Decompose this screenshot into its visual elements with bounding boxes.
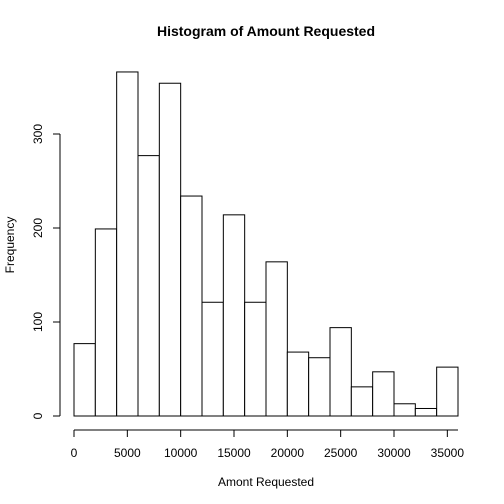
y-axis-label: Frequency — [3, 217, 17, 274]
y-axis: 0 100 200 300 — [31, 124, 61, 419]
histogram-bar — [137, 155, 160, 417]
histogram-bar — [372, 371, 395, 417]
histogram-bar — [329, 327, 352, 417]
y-tick-label: 0 — [31, 412, 45, 419]
x-tick-label: 5000 — [114, 446, 141, 460]
histogram-bar — [286, 351, 310, 417]
histogram-bar — [265, 261, 288, 417]
histogram-bar — [436, 366, 459, 417]
histogram-bar — [222, 214, 246, 417]
x-tick-label: 0 — [71, 446, 78, 460]
histogram-bar — [244, 301, 267, 417]
chart-title: Histogram of Amount Requested — [157, 23, 375, 39]
x-tick-label: 30000 — [377, 446, 411, 460]
histogram-bar — [73, 343, 96, 417]
histogram-bar — [350, 386, 374, 417]
histogram-bar — [180, 195, 203, 417]
x-tick-label: 20000 — [271, 446, 305, 460]
bars-group — [73, 71, 459, 417]
x-tick-label: 10000 — [164, 446, 198, 460]
histogram-bar — [308, 357, 331, 417]
x-tick-label: 25000 — [324, 446, 358, 460]
histogram-bar — [116, 71, 139, 417]
y-tick-label: 200 — [31, 218, 45, 238]
histogram-bar — [158, 82, 182, 417]
histogram-bar — [94, 228, 118, 417]
x-axis-label: Amont Requested — [218, 475, 314, 489]
histogram-bar — [414, 407, 438, 417]
x-tick-label: 35000 — [431, 446, 465, 460]
x-tick-label: 15000 — [217, 446, 251, 460]
y-tick-label: 100 — [31, 312, 45, 332]
histogram-bar — [393, 403, 416, 417]
histogram-bar — [201, 301, 224, 417]
y-tick-label: 300 — [31, 124, 45, 144]
x-axis: 0 5000 10000 15000 20000 25000 30000 35000 — [71, 429, 465, 460]
